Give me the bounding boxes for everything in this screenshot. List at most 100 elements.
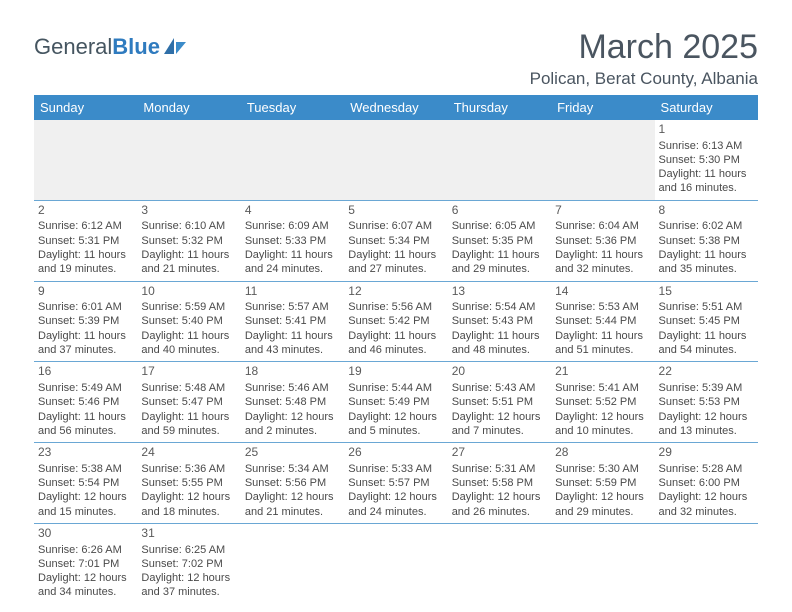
calendar-body: 1Sunrise: 6:13 AMSunset: 5:30 PMDaylight… — [34, 120, 758, 604]
sunrise-text: Sunrise: 5:34 AM — [245, 462, 340, 476]
day-cell: 18Sunrise: 5:46 AMSunset: 5:48 PMDayligh… — [241, 362, 344, 443]
day-details: Sunrise: 5:51 AMSunset: 5:45 PMDaylight:… — [659, 300, 754, 357]
day-details: Sunrise: 6:13 AMSunset: 5:30 PMDaylight:… — [659, 139, 754, 196]
day-number: 2 — [38, 203, 133, 219]
day-cell: 8Sunrise: 6:02 AMSunset: 5:38 PMDaylight… — [655, 200, 758, 281]
sunrise-text: Sunrise: 5:44 AM — [348, 381, 443, 395]
day-cell: 7Sunrise: 6:04 AMSunset: 5:36 PMDaylight… — [551, 200, 654, 281]
day-cell: 10Sunrise: 5:59 AMSunset: 5:40 PMDayligh… — [137, 281, 240, 362]
sunset-text: Sunset: 5:49 PM — [348, 395, 443, 409]
day-number: 1 — [659, 122, 754, 138]
sunrise-text: Sunrise: 5:30 AM — [555, 462, 650, 476]
sunrise-text: Sunrise: 6:02 AM — [659, 219, 754, 233]
day-number: 4 — [245, 203, 340, 219]
sunrise-text: Sunrise: 6:05 AM — [452, 219, 547, 233]
sunrise-text: Sunrise: 5:51 AM — [659, 300, 754, 314]
daylight-text: Daylight: 11 hours and 16 minutes. — [659, 167, 754, 196]
day-details: Sunrise: 6:05 AMSunset: 5:35 PMDaylight:… — [452, 219, 547, 276]
daylight-text: Daylight: 11 hours and 46 minutes. — [348, 329, 443, 358]
sunrise-text: Sunrise: 5:33 AM — [348, 462, 443, 476]
day-number: 27 — [452, 445, 547, 461]
sunset-text: Sunset: 5:43 PM — [452, 314, 547, 328]
day-details: Sunrise: 6:26 AMSunset: 7:01 PMDaylight:… — [38, 543, 133, 600]
daylight-text: Daylight: 11 hours and 21 minutes. — [141, 248, 236, 277]
header: GeneralBlue March 2025 Polican, Berat Co… — [34, 28, 758, 89]
blank-cell — [448, 120, 551, 200]
sunset-text: Sunset: 5:33 PM — [245, 234, 340, 248]
daylight-text: Daylight: 11 hours and 19 minutes. — [38, 248, 133, 277]
day-number: 8 — [659, 203, 754, 219]
sunset-text: Sunset: 5:56 PM — [245, 476, 340, 490]
day-number: 17 — [141, 364, 236, 380]
day-cell: 16Sunrise: 5:49 AMSunset: 5:46 PMDayligh… — [34, 362, 137, 443]
logo-text-b: Blue — [112, 34, 160, 60]
daylight-text: Daylight: 11 hours and 29 minutes. — [452, 248, 547, 277]
day-cell: 23Sunrise: 5:38 AMSunset: 5:54 PMDayligh… — [34, 443, 137, 524]
blank-cell — [551, 523, 654, 603]
day-number: 11 — [245, 284, 340, 300]
calendar-row: 9Sunrise: 6:01 AMSunset: 5:39 PMDaylight… — [34, 281, 758, 362]
location: Polican, Berat County, Albania — [530, 69, 758, 89]
day-number: 28 — [555, 445, 650, 461]
calendar-row: 1Sunrise: 6:13 AMSunset: 5:30 PMDaylight… — [34, 120, 758, 200]
day-header: Monday — [137, 95, 240, 120]
day-details: Sunrise: 5:44 AMSunset: 5:49 PMDaylight:… — [348, 381, 443, 438]
sunset-text: Sunset: 5:59 PM — [555, 476, 650, 490]
sunrise-text: Sunrise: 6:09 AM — [245, 219, 340, 233]
day-number: 23 — [38, 445, 133, 461]
day-cell: 13Sunrise: 5:54 AMSunset: 5:43 PMDayligh… — [448, 281, 551, 362]
day-cell: 29Sunrise: 5:28 AMSunset: 6:00 PMDayligh… — [655, 443, 758, 524]
daylight-text: Daylight: 11 hours and 51 minutes. — [555, 329, 650, 358]
day-details: Sunrise: 6:12 AMSunset: 5:31 PMDaylight:… — [38, 219, 133, 276]
daylight-text: Daylight: 12 hours and 37 minutes. — [141, 571, 236, 600]
day-number: 6 — [452, 203, 547, 219]
logo-sail-icon — [162, 36, 188, 56]
sunset-text: Sunset: 5:55 PM — [141, 476, 236, 490]
title-block: March 2025 Polican, Berat County, Albani… — [530, 28, 758, 89]
daylight-text: Daylight: 12 hours and 7 minutes. — [452, 410, 547, 439]
daylight-text: Daylight: 11 hours and 27 minutes. — [348, 248, 443, 277]
daylight-text: Daylight: 12 hours and 32 minutes. — [659, 490, 754, 519]
sunset-text: Sunset: 5:41 PM — [245, 314, 340, 328]
blank-cell — [344, 120, 447, 200]
sunset-text: Sunset: 5:51 PM — [452, 395, 547, 409]
day-details: Sunrise: 5:41 AMSunset: 5:52 PMDaylight:… — [555, 381, 650, 438]
sunset-text: Sunset: 5:57 PM — [348, 476, 443, 490]
day-details: Sunrise: 5:34 AMSunset: 5:56 PMDaylight:… — [245, 462, 340, 519]
daylight-text: Daylight: 12 hours and 21 minutes. — [245, 490, 340, 519]
calendar-row: 2Sunrise: 6:12 AMSunset: 5:31 PMDaylight… — [34, 200, 758, 281]
sunrise-text: Sunrise: 6:07 AM — [348, 219, 443, 233]
day-cell: 12Sunrise: 5:56 AMSunset: 5:42 PMDayligh… — [344, 281, 447, 362]
sunset-text: Sunset: 5:45 PM — [659, 314, 754, 328]
sunrise-text: Sunrise: 5:43 AM — [452, 381, 547, 395]
day-cell: 19Sunrise: 5:44 AMSunset: 5:49 PMDayligh… — [344, 362, 447, 443]
day-header: Wednesday — [344, 95, 447, 120]
day-details: Sunrise: 5:54 AMSunset: 5:43 PMDaylight:… — [452, 300, 547, 357]
daylight-text: Daylight: 12 hours and 24 minutes. — [348, 490, 443, 519]
calendar-row: 16Sunrise: 5:49 AMSunset: 5:46 PMDayligh… — [34, 362, 758, 443]
day-number: 21 — [555, 364, 650, 380]
daylight-text: Daylight: 11 hours and 43 minutes. — [245, 329, 340, 358]
sunrise-text: Sunrise: 6:04 AM — [555, 219, 650, 233]
day-cell: 27Sunrise: 5:31 AMSunset: 5:58 PMDayligh… — [448, 443, 551, 524]
day-cell: 25Sunrise: 5:34 AMSunset: 5:56 PMDayligh… — [241, 443, 344, 524]
sunset-text: Sunset: 5:35 PM — [452, 234, 547, 248]
day-number: 25 — [245, 445, 340, 461]
sunrise-text: Sunrise: 6:25 AM — [141, 543, 236, 557]
daylight-text: Daylight: 12 hours and 2 minutes. — [245, 410, 340, 439]
calendar-page: GeneralBlue March 2025 Polican, Berat Co… — [0, 0, 792, 604]
sunset-text: Sunset: 6:00 PM — [659, 476, 754, 490]
day-number: 22 — [659, 364, 754, 380]
month-title: March 2025 — [530, 28, 758, 67]
sunrise-text: Sunrise: 5:48 AM — [141, 381, 236, 395]
day-details: Sunrise: 5:59 AMSunset: 5:40 PMDaylight:… — [141, 300, 236, 357]
daylight-text: Daylight: 11 hours and 54 minutes. — [659, 329, 754, 358]
daylight-text: Daylight: 11 hours and 56 minutes. — [38, 410, 133, 439]
day-header: Thursday — [448, 95, 551, 120]
day-number: 9 — [38, 284, 133, 300]
blank-cell — [34, 120, 137, 200]
sunset-text: Sunset: 5:39 PM — [38, 314, 133, 328]
daylight-text: Daylight: 12 hours and 29 minutes. — [555, 490, 650, 519]
day-details: Sunrise: 6:02 AMSunset: 5:38 PMDaylight:… — [659, 219, 754, 276]
daylight-text: Daylight: 11 hours and 37 minutes. — [38, 329, 133, 358]
